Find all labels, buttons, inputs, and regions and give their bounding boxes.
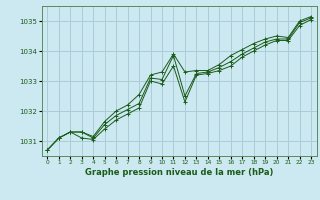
- X-axis label: Graphe pression niveau de la mer (hPa): Graphe pression niveau de la mer (hPa): [85, 168, 273, 177]
